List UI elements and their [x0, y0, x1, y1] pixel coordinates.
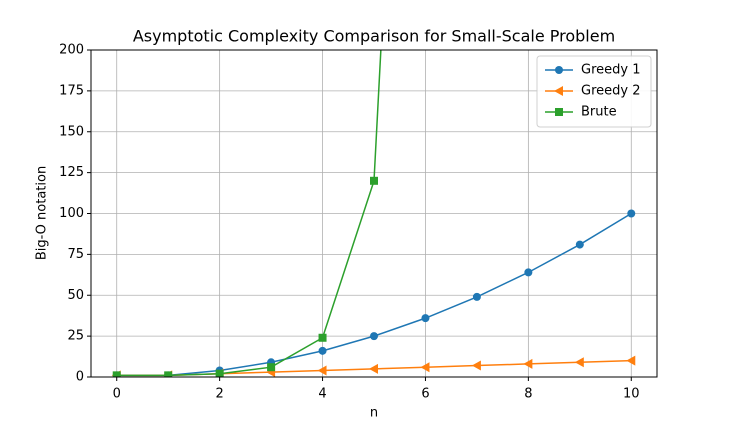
- x-tick-label: 10: [623, 387, 640, 402]
- x-tick-label: 8: [524, 387, 532, 402]
- marker: [555, 108, 563, 116]
- marker: [472, 292, 481, 301]
- legend-label: Greedy 1: [581, 63, 640, 78]
- marker: [523, 358, 533, 369]
- x-tick-label: 0: [113, 387, 121, 402]
- marker: [112, 371, 121, 377]
- y-tick-label: 50: [67, 288, 84, 303]
- marker: [318, 346, 327, 355]
- y-tick-label: 175: [59, 83, 84, 98]
- chart-title: Asymptotic Complexity Comparison for Sma…: [133, 27, 615, 46]
- marker: [318, 333, 327, 342]
- legend-label: Brute: [581, 105, 617, 120]
- marker: [524, 268, 533, 277]
- marker: [370, 176, 378, 185]
- y-tick-label: 100: [59, 206, 84, 221]
- marker: [575, 240, 584, 249]
- legend-label: Greedy 2: [581, 84, 640, 99]
- marker: [215, 369, 224, 377]
- marker: [370, 332, 378, 341]
- marker: [369, 363, 378, 374]
- legend: Greedy 1 Greedy 2 Brute: [536, 55, 652, 128]
- series-line: [116, 212, 632, 377]
- marker: [317, 365, 327, 376]
- y-axis-label: Big-O notation: [35, 166, 50, 260]
- marker: [554, 86, 563, 96]
- marker: [267, 363, 276, 372]
- y-tick-label: 125: [59, 165, 84, 180]
- legend-box: [536, 55, 652, 128]
- x-tick-label: 2: [215, 387, 223, 402]
- plot-area: [111, 50, 636, 377]
- marker: [626, 355, 636, 366]
- x-axis-label: n: [370, 406, 378, 421]
- marker: [421, 314, 430, 323]
- marker: [420, 362, 430, 373]
- y-tick-label: 25: [67, 329, 84, 344]
- marker: [627, 209, 636, 218]
- y-tick-label: 150: [59, 124, 84, 139]
- y-tick-label: 200: [59, 43, 84, 58]
- marker: [555, 66, 563, 74]
- y-tick-label: 0: [76, 370, 84, 385]
- marker: [471, 360, 481, 371]
- x-tick-label: 6: [421, 387, 429, 402]
- marker: [164, 371, 173, 377]
- y-tick-label: 75: [67, 247, 84, 262]
- x-tick-label: 4: [318, 387, 326, 402]
- marker: [574, 357, 584, 368]
